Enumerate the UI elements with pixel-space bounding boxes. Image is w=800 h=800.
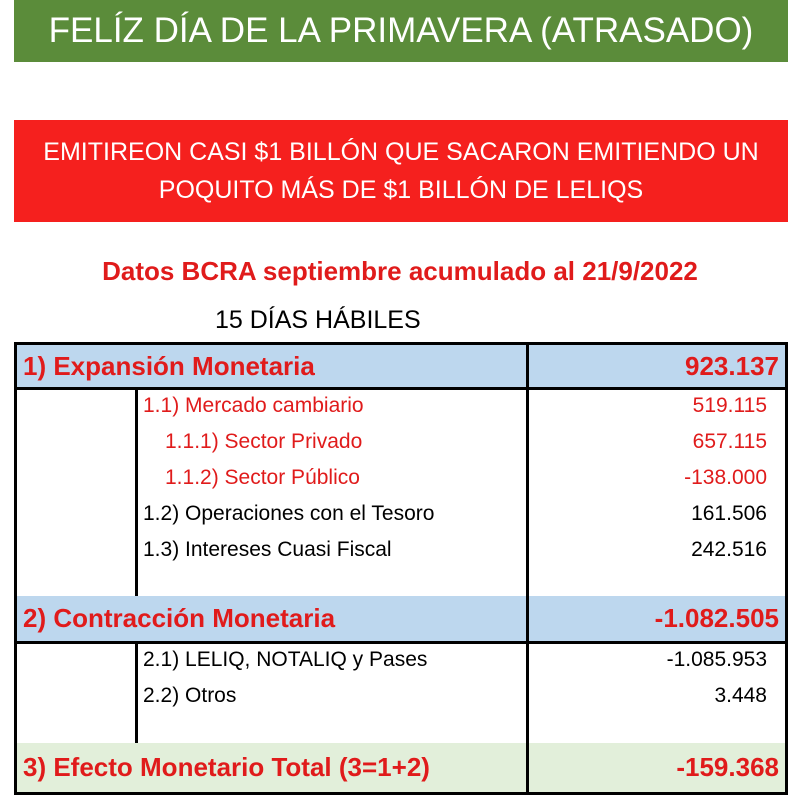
item-value: 242.516: [691, 538, 767, 561]
section-header: 2) Contracción Monetaria -1.082.505: [14, 596, 788, 644]
headline-line: EMITIREON CASI $1 BILLÓN QUE SACARON EMI…: [43, 138, 759, 166]
headline: EMITIREON CASI $1 BILLÓN QUE SACARON EMI…: [14, 120, 788, 222]
banner: FELÍZ DÍA DE LA PRIMAVERA (ATRASADO): [14, 0, 788, 62]
section-value: -159.368: [676, 752, 779, 782]
section-header: 1) Expansión Monetaria 923.137: [14, 342, 788, 390]
item-label: 1.3) Intereses Cuasi Fiscal: [143, 538, 392, 561]
section-body: 2.1) LELIQ, NOTALIQ y Pases -1.085.953 2.2…: [14, 644, 788, 745]
headline-line: POQUITO MÁS DE $1 BILLÓN DE LELIQS: [158, 176, 644, 204]
column-border: [526, 644, 529, 745]
item-value: 657.115: [692, 430, 767, 453]
item-label: 2.2) Otros: [143, 684, 237, 707]
item-label: 1.1.1) Sector Privado: [165, 430, 363, 453]
section-label: 3) Efecto Monetario Total (3=1+2): [17, 743, 529, 792]
subtitle: Datos BCRA septiembre acumulado al 21/9/…: [102, 256, 698, 286]
section-label: 1) Expansión Monetaria: [17, 345, 529, 387]
item-value: -1.085.953: [666, 648, 767, 671]
item-label: 2.1) LELIQ, NOTALIQ y Pases: [143, 648, 428, 671]
item-value: 3.448: [714, 684, 767, 707]
column-border: [526, 390, 529, 598]
item-value: -138.000: [684, 466, 767, 489]
section-header: 3) Efecto Monetario Total (3=1+2) -159.36…: [14, 743, 788, 795]
section-value: -1.082.505: [654, 603, 779, 633]
item-label: 1.1) Mercado cambiario: [143, 394, 364, 417]
section-value: 923.137: [685, 350, 779, 381]
item-label: 1.1.2) Sector Público: [165, 466, 360, 489]
item-value: 161.506: [691, 502, 767, 525]
item-value: 519.115: [692, 394, 767, 417]
item-label: 1.2) Operaciones con el Tesoro: [143, 502, 435, 525]
section-label: 2) Contracción Monetaria: [17, 596, 529, 641]
days: 15 DÍAS HÁBILES: [215, 306, 421, 334]
column-border: [135, 390, 138, 598]
column-border: [135, 644, 138, 745]
section-body: 1.1) Mercado cambiario 519.115 1.1.1) Sect…: [14, 390, 788, 598]
